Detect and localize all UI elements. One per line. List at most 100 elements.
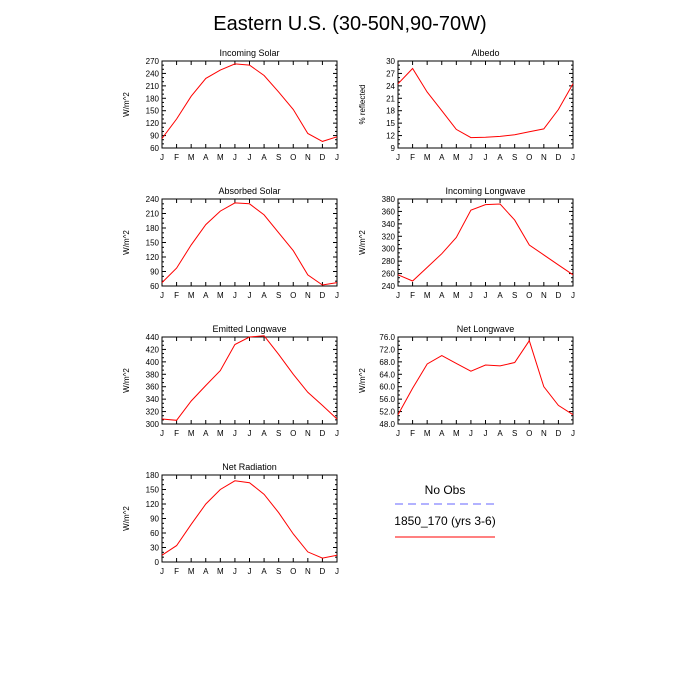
y-tick-label: 56.0 xyxy=(379,395,395,404)
y-tick-label: 260 xyxy=(382,270,396,279)
y-tick-label: 9 xyxy=(391,144,396,153)
y-axis-label: W/m^2 xyxy=(122,230,131,255)
x-tick-label: J xyxy=(469,429,473,438)
x-tick-label: N xyxy=(305,567,311,576)
x-tick-label: A xyxy=(261,567,267,576)
x-tick-label: O xyxy=(290,567,296,576)
x-tick-label: D xyxy=(556,291,562,300)
x-tick-label: J xyxy=(248,429,252,438)
x-tick-label: M xyxy=(453,291,460,300)
x-tick-label: J xyxy=(571,153,575,162)
y-tick-label: 380 xyxy=(146,370,160,379)
x-tick-label: S xyxy=(512,153,517,162)
x-tick-label: N xyxy=(541,291,547,300)
x-tick-label: J xyxy=(335,291,339,300)
x-tick-label: A xyxy=(261,153,267,162)
x-tick-label: O xyxy=(290,429,296,438)
y-tick-label: 150 xyxy=(146,239,160,248)
plot-frame xyxy=(397,336,574,425)
series-line-absorbed-solar xyxy=(161,202,338,286)
y-tick-label: 320 xyxy=(382,232,396,241)
x-tick-label: F xyxy=(410,429,415,438)
y-axis-label: W/m^2 xyxy=(358,230,367,255)
x-tick-label: M xyxy=(453,153,460,162)
y-tick-label: 68.0 xyxy=(379,358,395,367)
x-tick-label: F xyxy=(174,291,179,300)
x-tick-label: J xyxy=(233,153,237,162)
series-line-net-longwave xyxy=(397,339,574,416)
y-tick-label: 60.0 xyxy=(379,383,395,392)
plot-frame xyxy=(161,336,338,425)
y-tick-label: 60 xyxy=(150,144,159,153)
x-tick-label: S xyxy=(276,153,281,162)
x-tick-label: J xyxy=(160,429,164,438)
y-axis-label: W/m^2 xyxy=(122,92,131,117)
x-tick-label: J xyxy=(484,429,488,438)
y-tick-label: 120 xyxy=(146,253,160,262)
series-line-albedo xyxy=(397,67,574,139)
x-tick-label: J xyxy=(335,567,339,576)
y-tick-label: 240 xyxy=(146,69,160,78)
panel-title: Albedo xyxy=(471,48,499,58)
series-line-net-radiation xyxy=(161,480,338,559)
x-tick-label: J xyxy=(396,291,400,300)
x-tick-label: A xyxy=(261,291,267,300)
x-tick-label: J xyxy=(233,567,237,576)
x-tick-label: J xyxy=(571,429,575,438)
series-line-incoming-solar xyxy=(161,63,338,142)
y-tick-label: 240 xyxy=(382,282,396,291)
x-tick-label: M xyxy=(217,153,224,162)
x-tick-label: J xyxy=(160,567,164,576)
x-tick-label: M xyxy=(188,429,195,438)
x-tick-label: F xyxy=(174,429,179,438)
x-tick-label: J xyxy=(571,291,575,300)
x-tick-label: F xyxy=(174,567,179,576)
x-tick-label: D xyxy=(320,153,326,162)
panel-title: Incoming Longwave xyxy=(445,186,525,196)
panel-incoming-longwave: Incoming Longwave 240 260 280 300 320 340 360 38… xyxy=(358,186,575,300)
x-tick-label: M xyxy=(453,429,460,438)
x-tick-label: A xyxy=(439,153,445,162)
legend-label-obs: No Obs xyxy=(425,483,466,497)
x-tick-label: N xyxy=(305,291,311,300)
x-tick-label: M xyxy=(217,429,224,438)
panel-net-longwave: Net Longwave 48.0 52.0 56.0 60.0 64.0 68.0 72.0… xyxy=(358,324,575,438)
y-tick-label: 180 xyxy=(146,224,160,233)
y-tick-label: 380 xyxy=(382,195,396,204)
x-tick-label: S xyxy=(276,429,281,438)
x-tick-label: O xyxy=(526,153,532,162)
y-tick-label: 30 xyxy=(150,544,159,553)
panel-title: Incoming Solar xyxy=(219,48,279,58)
x-tick-label: N xyxy=(541,429,547,438)
panel-title: Net Longwave xyxy=(457,324,515,334)
y-tick-label: 420 xyxy=(146,345,160,354)
x-tick-label: A xyxy=(203,429,209,438)
y-tick-label: 48.0 xyxy=(379,420,395,429)
panel-emitted-longwave: Emitted Longwave 300 320 340 360 380 400 420 440… xyxy=(122,324,339,438)
x-tick-label: J xyxy=(335,153,339,162)
series-line-incoming-longwave xyxy=(397,203,574,282)
y-tick-label: 90 xyxy=(150,268,159,277)
x-tick-label: A xyxy=(203,291,209,300)
legend: No Obs 1850_170 (yrs 3-6) xyxy=(394,483,496,538)
x-tick-label: J xyxy=(484,153,488,162)
y-tick-label: 120 xyxy=(146,500,160,509)
x-tick-label: S xyxy=(276,291,281,300)
x-tick-label: J xyxy=(160,153,164,162)
y-tick-label: 15 xyxy=(386,119,395,128)
y-tick-label: 300 xyxy=(382,245,396,254)
x-tick-label: O xyxy=(290,153,296,162)
x-tick-label: J xyxy=(469,153,473,162)
y-tick-label: 280 xyxy=(382,257,396,266)
y-tick-label: 360 xyxy=(382,207,396,216)
x-tick-label: D xyxy=(556,429,562,438)
y-tick-label: 76.0 xyxy=(379,333,395,342)
x-tick-label: F xyxy=(410,291,415,300)
y-axis-label: % reflected xyxy=(358,84,367,124)
y-tick-label: 60 xyxy=(150,529,159,538)
legend-label-model: 1850_170 (yrs 3-6) xyxy=(394,514,495,528)
x-tick-label: M xyxy=(424,429,431,438)
